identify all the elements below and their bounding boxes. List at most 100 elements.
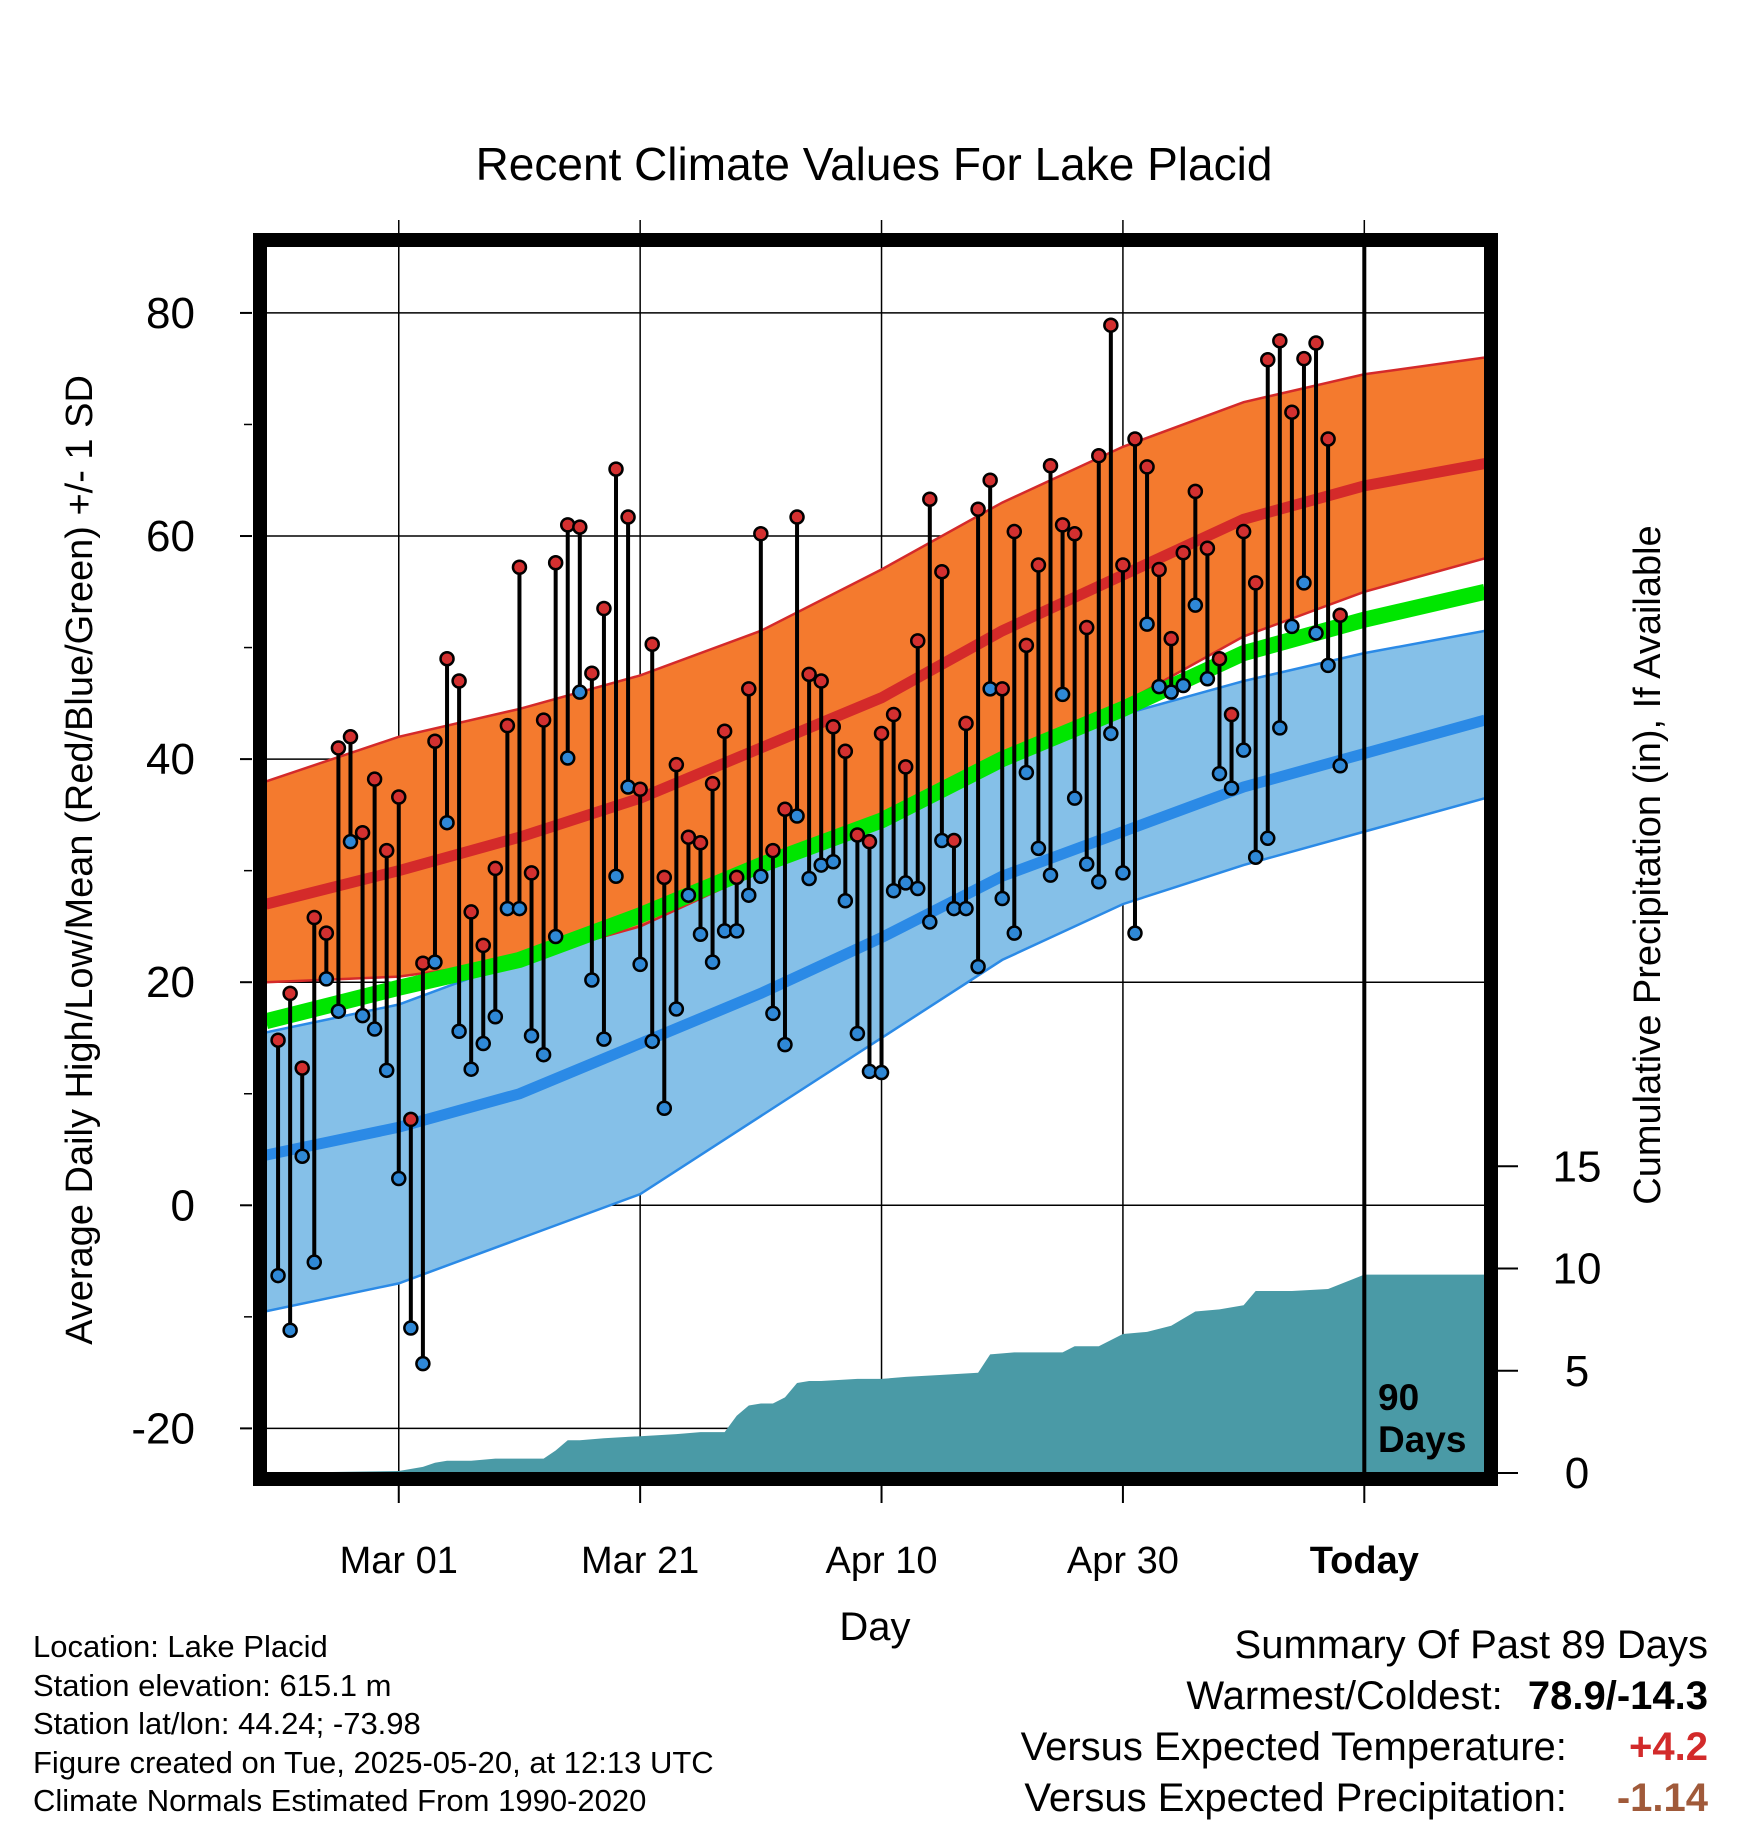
obs-low-point bbox=[306, 1254, 323, 1270]
obs-low-point bbox=[873, 1064, 890, 1081]
obs-low-point bbox=[1260, 830, 1276, 847]
daily-observations bbox=[270, 317, 1348, 1372]
obs-low-point bbox=[1042, 867, 1059, 883]
summary-title: Summary Of Past 89 Days bbox=[1234, 1623, 1708, 1667]
obs-low-point bbox=[403, 1320, 419, 1336]
obs-high-point bbox=[1127, 431, 1143, 447]
obs-high-point bbox=[656, 869, 673, 886]
obs-low-point bbox=[354, 1007, 371, 1024]
obs-low-point bbox=[1103, 725, 1119, 742]
obs-high-point bbox=[523, 865, 540, 881]
obs-high-point bbox=[535, 712, 552, 728]
obs-low-point bbox=[922, 914, 938, 930]
y-axis-left: -20 0 20 40 60 80 bbox=[131, 289, 252, 1453]
obs-low-point bbox=[885, 882, 902, 899]
temp-value: +4.2 bbox=[1629, 1725, 1708, 1769]
obs-low-point bbox=[1308, 625, 1324, 641]
obs-high-point bbox=[982, 472, 998, 488]
obs-low-point bbox=[994, 890, 1010, 907]
station-info: Location: Lake Placid Station elevation:… bbox=[33, 1628, 714, 1821]
plot-border bbox=[253, 233, 1498, 1486]
obs-low-point bbox=[1066, 790, 1083, 806]
obs-high-point bbox=[294, 1060, 310, 1076]
location-text: Location: Lake Placid bbox=[33, 1629, 328, 1664]
obs-high-point bbox=[958, 715, 974, 732]
obs-low-point bbox=[1223, 780, 1240, 796]
obs-low-point bbox=[741, 887, 757, 903]
obs-low-point bbox=[1272, 720, 1288, 736]
y-axis-label: Average Daily High/Low/Mean (Red/Blue/Gr… bbox=[59, 375, 101, 1345]
obs-high-point bbox=[1091, 447, 1107, 464]
obs-low-point bbox=[1115, 865, 1131, 881]
obs-low-point bbox=[1127, 925, 1143, 941]
obs-low-point bbox=[1235, 742, 1252, 758]
obs-low-point bbox=[680, 887, 697, 903]
obs-low-point bbox=[1199, 671, 1216, 687]
obs-high-point bbox=[439, 650, 455, 667]
obs-high-point bbox=[1163, 630, 1179, 647]
obs-low-point bbox=[342, 833, 359, 850]
obs-low-point bbox=[463, 1061, 479, 1077]
obs-high-point bbox=[789, 509, 805, 525]
obs-high-point bbox=[1308, 335, 1324, 351]
obs-high-point bbox=[1030, 557, 1047, 573]
elevation-text: Station elevation: 615.1 m bbox=[33, 1667, 392, 1703]
obs-high-point bbox=[427, 733, 443, 750]
obs-high-point bbox=[487, 860, 504, 877]
obs-high-point bbox=[608, 461, 624, 477]
normals-text: Climate Normals Estimated From 1990-2020 bbox=[33, 1783, 647, 1818]
obs-high-point bbox=[861, 833, 878, 850]
x-tick-label: Today bbox=[1310, 1540, 1419, 1582]
obs-low-point bbox=[330, 1003, 347, 1019]
obs-low-point bbox=[825, 853, 842, 870]
created-text: Figure created on Tue, 2025-05-20, at 12… bbox=[33, 1744, 714, 1780]
obs-low-point bbox=[897, 875, 914, 891]
obs-high-point bbox=[704, 775, 721, 792]
obs-high-point bbox=[765, 842, 781, 859]
y-tick-label: 20 bbox=[146, 958, 195, 1007]
obs-high-point bbox=[1078, 619, 1095, 636]
obs-high-point bbox=[511, 559, 528, 576]
obs-low-point bbox=[1030, 840, 1047, 857]
y2-axis-label: Cumulative Precipitation (in), If Availa… bbox=[1627, 525, 1669, 1204]
x-tick-label: Mar 21 bbox=[581, 1540, 699, 1582]
obs-high-point bbox=[1139, 459, 1155, 475]
obs-high-point bbox=[716, 723, 733, 739]
high-normal-line bbox=[266, 458, 1485, 910]
obs-low-point bbox=[1006, 925, 1023, 941]
obs-high-point bbox=[644, 636, 660, 652]
obs-low-point bbox=[1018, 764, 1035, 781]
obs-low-point bbox=[777, 1036, 793, 1053]
obs-high-point bbox=[801, 666, 817, 683]
x-tick-label: Apr 30 bbox=[1067, 1540, 1179, 1582]
x-tick-label: Apr 10 bbox=[826, 1540, 938, 1582]
obs-low-point bbox=[535, 1046, 552, 1063]
y2-tick-label: 15 bbox=[1553, 1142, 1602, 1191]
y-tick-label: 80 bbox=[146, 289, 195, 338]
today-label-line1: 90 bbox=[1378, 1377, 1419, 1418]
obs-low-point bbox=[692, 926, 709, 942]
precipitation-area bbox=[266, 1274, 1485, 1473]
obs-high-point bbox=[753, 526, 769, 542]
obs-high-point bbox=[1187, 483, 1204, 500]
obs-high-point bbox=[391, 789, 407, 805]
obs-low-point bbox=[1320, 657, 1336, 674]
obs-low-point bbox=[596, 1031, 612, 1047]
obs-low-point bbox=[294, 1148, 310, 1164]
obs-high-point bbox=[1066, 526, 1083, 542]
obs-low-point bbox=[318, 971, 335, 987]
obs-high-point bbox=[1284, 404, 1300, 420]
x-tick-label: Mar 01 bbox=[340, 1540, 458, 1582]
obs-high-point bbox=[1103, 317, 1119, 333]
obs-high-point bbox=[1211, 650, 1228, 667]
obs-high-point bbox=[463, 904, 479, 920]
obs-high-point bbox=[499, 717, 516, 734]
obs-low-point bbox=[789, 808, 805, 824]
summary-warm-cold: Warmest/Coldest: 78.9/-14.3 bbox=[1021, 1671, 1708, 1722]
obs-low-point bbox=[608, 868, 624, 884]
obs-low-point bbox=[391, 1170, 407, 1187]
precip-area bbox=[266, 1274, 1485, 1473]
obs-high-point bbox=[330, 740, 347, 756]
obs-low-point bbox=[1187, 597, 1204, 613]
